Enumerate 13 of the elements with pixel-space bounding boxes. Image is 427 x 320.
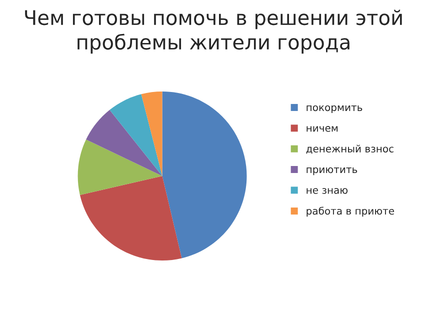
legend-label: ничем xyxy=(306,126,338,132)
pie-slice xyxy=(162,92,247,258)
legend-label: не знаю xyxy=(306,188,348,194)
legend-label: денежный взнос xyxy=(306,144,394,154)
legend-label: приютить xyxy=(306,167,358,176)
legend-label: покормить xyxy=(306,105,362,114)
pie-slice xyxy=(141,92,162,176)
pie-slice xyxy=(86,110,162,176)
pie-slice xyxy=(110,94,162,176)
chart-title: Чем готовы помочь в решении этой проблемы жители города xyxy=(25,10,402,54)
pie-slice xyxy=(78,140,162,195)
legend-label: работа в приюте xyxy=(306,206,394,217)
pie-slice xyxy=(80,176,182,260)
